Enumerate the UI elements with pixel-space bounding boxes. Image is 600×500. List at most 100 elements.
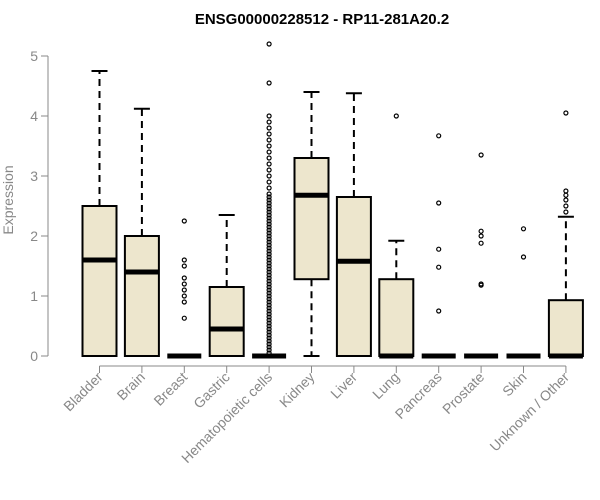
outlier-point	[266, 230, 272, 236]
y-tick-label: 5	[30, 48, 38, 64]
outlier-point	[266, 125, 272, 131]
outlier-point	[266, 194, 272, 200]
outlier-point	[266, 245, 272, 251]
outlier-point	[266, 197, 272, 203]
outlier-point	[266, 218, 272, 224]
outlier-point	[266, 302, 272, 308]
outlier-point	[266, 347, 272, 353]
box-group	[421, 133, 456, 359]
outlier-point	[266, 215, 272, 221]
outlier-point	[266, 332, 272, 338]
outlier-point	[266, 224, 272, 230]
box-group	[335, 92, 372, 357]
outlier-point	[181, 315, 187, 321]
y-tick-label: 2	[30, 228, 38, 244]
outlier-point	[266, 80, 272, 86]
outlier-point	[436, 308, 442, 314]
outlier-point	[520, 254, 527, 260]
outlier-point	[266, 248, 272, 254]
outlier-point	[266, 185, 272, 191]
box-iqr	[335, 196, 372, 357]
outlier-point	[266, 206, 272, 212]
outlier-point	[436, 264, 442, 270]
x-tick-label: Kidney	[276, 369, 318, 411]
x-tick-label: Skin	[499, 369, 530, 400]
outlier-point	[266, 143, 272, 149]
outlier-point	[266, 314, 272, 320]
outlier-point	[266, 272, 272, 278]
box-iqr	[293, 157, 330, 281]
y-tick-label: 3	[30, 168, 38, 184]
outlier-point	[181, 281, 187, 287]
outlier-point	[181, 257, 187, 263]
outlier-point	[266, 278, 272, 284]
outlier-point	[266, 167, 272, 173]
x-tick-label: Lung	[369, 369, 402, 402]
x-tick-label: Prostate	[439, 369, 487, 417]
outlier-point	[266, 254, 272, 260]
box-group	[123, 107, 160, 357]
outlier-point	[266, 308, 272, 314]
outlier-point	[266, 290, 272, 296]
box-iqr	[81, 205, 118, 357]
outlier-point	[266, 338, 272, 344]
outlier-point	[266, 341, 272, 347]
outlier-point	[266, 323, 272, 329]
outlier-point	[266, 200, 272, 206]
x-tick-label: Pancreas	[392, 369, 445, 422]
outlier-point	[266, 221, 272, 227]
outlier-point	[478, 233, 484, 239]
outlier-point	[393, 113, 399, 119]
outlier-point	[181, 275, 187, 281]
outlier-point	[266, 317, 272, 323]
outlier-point	[266, 179, 272, 185]
y-tick-label: 0	[30, 348, 38, 364]
outlier-point	[181, 293, 187, 299]
outlier-point	[266, 257, 272, 263]
outlier-point	[266, 320, 272, 326]
box-group	[464, 152, 499, 359]
y-axis: 0 1 2 3 4 5	[30, 48, 49, 364]
outlier-point	[563, 110, 569, 116]
outlier-point	[181, 287, 187, 293]
outlier-point	[478, 228, 484, 234]
outlier-point	[563, 203, 569, 209]
x-tick-label: Bladder	[60, 369, 106, 415]
outlier-point	[266, 212, 272, 218]
outlier-point	[266, 266, 272, 272]
outlier-point	[266, 236, 272, 242]
outlier-point	[478, 240, 484, 246]
box-group	[208, 214, 245, 357]
outlier-point	[266, 242, 272, 248]
box-group	[547, 110, 584, 359]
outlier-point	[266, 209, 272, 215]
outlier-point	[266, 137, 272, 143]
outlier-point	[266, 311, 272, 317]
box-iqr	[208, 286, 245, 357]
x-tick-label: Breast	[150, 369, 190, 409]
outlier-point	[266, 335, 272, 341]
outlier-point	[266, 149, 272, 155]
box-iqr	[123, 235, 160, 357]
outlier-point	[478, 281, 484, 287]
box-group	[81, 70, 118, 357]
outlier-point	[181, 263, 187, 269]
outlier-point	[266, 305, 272, 311]
outlier-point	[436, 246, 442, 252]
outlier-point	[266, 299, 272, 305]
outlier-point	[266, 233, 272, 239]
outlier-point	[563, 192, 569, 198]
outlier-point	[266, 113, 272, 119]
outlier-point	[266, 275, 272, 281]
outlier-point	[266, 119, 272, 125]
box-group	[252, 41, 287, 359]
outlier-point	[266, 296, 272, 302]
x-tick-label: Liver	[327, 369, 360, 402]
outlier-point	[266, 161, 272, 167]
outlier-point	[266, 173, 272, 179]
outlier-point	[266, 344, 272, 350]
outlier-point	[266, 260, 272, 266]
outlier-point	[266, 293, 272, 299]
